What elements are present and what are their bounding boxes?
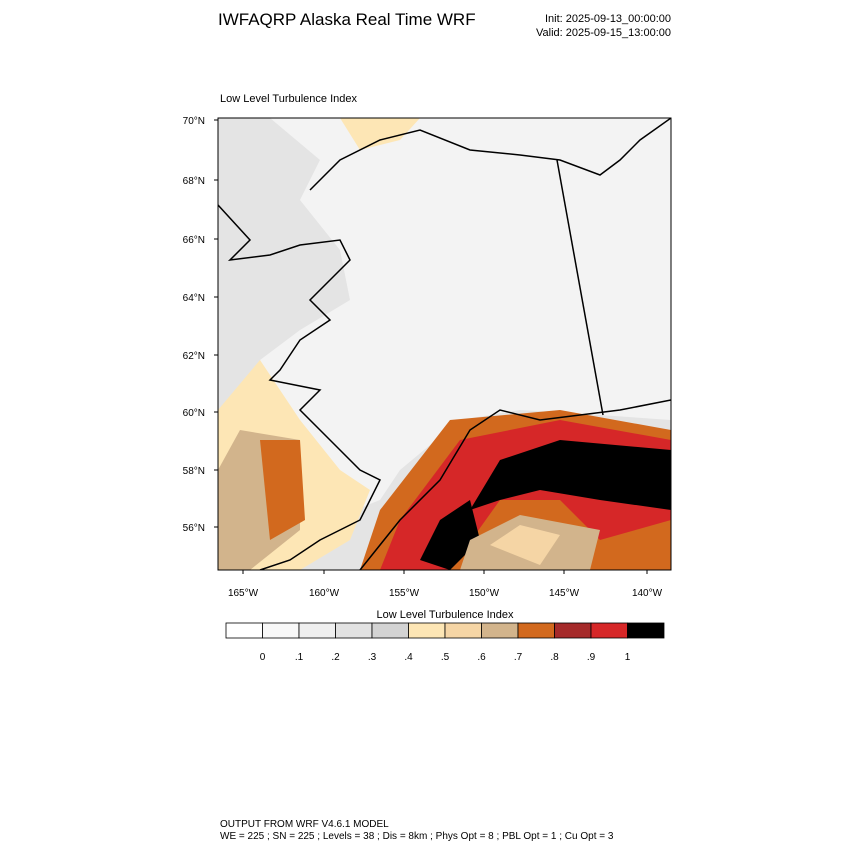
- lat-label: 66°N: [183, 235, 205, 246]
- lon-label: 155°W: [389, 588, 420, 599]
- colorbar-tick-label: .7: [514, 652, 523, 663]
- colorbar-tick-label: .3: [368, 652, 377, 663]
- colorbar-tick-label: .2: [331, 652, 340, 663]
- colorbar-box: [335, 622, 373, 639]
- colorbar-tick-label: .8: [550, 652, 559, 663]
- lon-labels: 165°W 160°W 155°W 150°W 145°W 140°W: [228, 570, 663, 599]
- footer-line: OUTPUT FROM WRF V4.6.1 MODEL: [220, 819, 389, 830]
- lon-label: 150°W: [469, 588, 500, 599]
- valid-time: Valid: 2025-09-15_13:00:00: [536, 27, 671, 39]
- colorbar-tick-label: .6: [477, 652, 486, 663]
- colorbar-box: [481, 622, 519, 639]
- colorbar-box: [627, 622, 665, 639]
- lat-labels: 70°N 68°N 66°N 64°N 62°N 60°N 58°N 56°N: [183, 116, 218, 534]
- colorbar-tick-label: 0: [260, 652, 266, 663]
- lat-label: 64°N: [183, 293, 205, 304]
- lat-label: 58°N: [183, 466, 205, 477]
- colorbar-title: Low Level Turbulence Index: [377, 609, 514, 621]
- colorbar-box: [517, 622, 555, 639]
- lat-label: 62°N: [183, 351, 205, 362]
- map-title: Low Level Turbulence Index: [220, 93, 357, 105]
- lat-label: 56°N: [183, 523, 205, 534]
- lat-label: 68°N: [183, 176, 205, 187]
- colorbar-box: [408, 622, 446, 639]
- footer-line: WE = 225 ; SN = 225 ; Levels = 38 ; Dis …: [220, 831, 614, 842]
- lon-label: 145°W: [549, 588, 580, 599]
- lon-label: 140°W: [632, 588, 663, 599]
- page-title: IWFAQRP Alaska Real Time WRF: [218, 10, 476, 29]
- lat-label: 60°N: [183, 408, 205, 419]
- lon-label: 165°W: [228, 588, 259, 599]
- colorbar-tick-label: .5: [441, 652, 450, 663]
- colorbar-box: [262, 622, 300, 639]
- colorbar-box: [371, 622, 409, 639]
- colorbar: 0 .1 .2 .3 .4 .5 .6 .7 .8 .9 1: [225, 622, 665, 663]
- init-time: Init: 2025-09-13_00:00:00: [545, 13, 671, 25]
- colorbar-box: [590, 622, 628, 639]
- colorbar-tick-label: .1: [295, 652, 304, 663]
- colorbar-box: [225, 622, 263, 639]
- colorbar-tick-label: .9: [587, 652, 596, 663]
- colorbar-box: [554, 622, 592, 639]
- lat-label: 70°N: [183, 116, 205, 127]
- colorbar-box: [444, 622, 482, 639]
- map: [217, 117, 672, 571]
- colorbar-tick-label: .4: [404, 652, 413, 663]
- colorbar-tick-label: 1: [625, 652, 631, 663]
- lon-label: 160°W: [309, 588, 340, 599]
- colorbar-box: [298, 622, 336, 639]
